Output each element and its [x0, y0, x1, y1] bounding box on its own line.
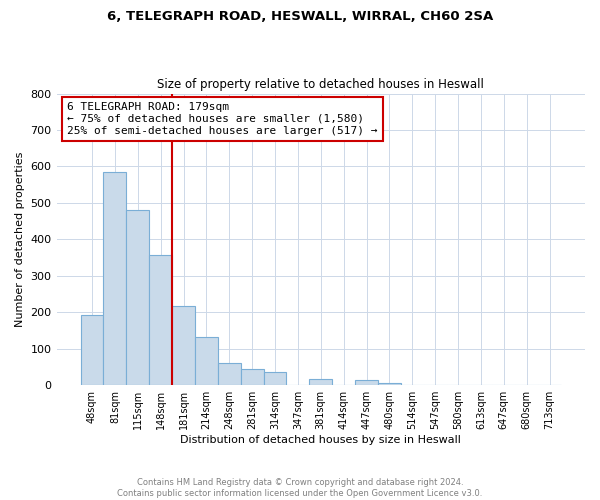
Text: 6, TELEGRAPH ROAD, HESWALL, WIRRAL, CH60 2SA: 6, TELEGRAPH ROAD, HESWALL, WIRRAL, CH60… — [107, 10, 493, 23]
Bar — [241, 369, 263, 385]
Bar — [378, 382, 401, 385]
Bar — [263, 372, 286, 385]
Bar — [80, 315, 103, 385]
Text: Contains HM Land Registry data © Crown copyright and database right 2024.
Contai: Contains HM Land Registry data © Crown c… — [118, 478, 482, 498]
Bar — [355, 380, 378, 385]
Bar — [310, 379, 332, 385]
X-axis label: Distribution of detached houses by size in Heswall: Distribution of detached houses by size … — [181, 435, 461, 445]
Text: 6 TELEGRAPH ROAD: 179sqm
← 75% of detached houses are smaller (1,580)
25% of sem: 6 TELEGRAPH ROAD: 179sqm ← 75% of detach… — [67, 102, 377, 136]
Bar — [218, 363, 241, 385]
Bar — [103, 172, 127, 385]
Bar — [195, 336, 218, 385]
Bar — [149, 255, 172, 385]
Y-axis label: Number of detached properties: Number of detached properties — [15, 152, 25, 327]
Bar — [127, 210, 149, 385]
Bar — [172, 306, 195, 385]
Title: Size of property relative to detached houses in Heswall: Size of property relative to detached ho… — [157, 78, 484, 91]
